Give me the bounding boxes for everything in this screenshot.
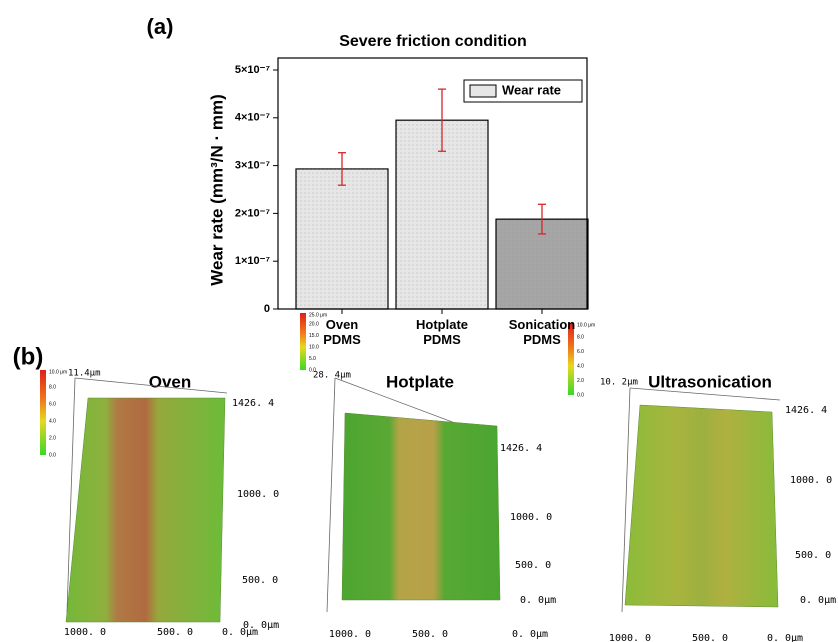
axis-tick-label: 1000. 0 (609, 633, 651, 642)
axis-tick-label: 0. 0μm (520, 595, 556, 606)
axis-tick-label: 500. 0 (692, 633, 728, 642)
axis-tick-label: 1426. 4 (500, 443, 542, 454)
legend-label: Wear rate (502, 82, 561, 97)
y-tick-label: 1×10⁻⁷ (235, 255, 271, 267)
y-tick-label: 0 (264, 303, 270, 315)
chart-title: Severe friction condition (339, 33, 527, 50)
image-title: Hotplate (386, 372, 454, 391)
color-bar (40, 370, 46, 455)
color-bar-tick: 8.0 (49, 384, 56, 390)
color-bar-tick: 4.0 (49, 418, 56, 424)
axis-tick-label: 500. 0 (412, 629, 448, 640)
color-bar-tick: 0.0 (577, 392, 584, 398)
axis-tick-label: 1000. 0 (329, 629, 371, 640)
image-title: Oven (149, 372, 192, 391)
box-frame (74, 377, 228, 394)
axis-tick-label: 500. 0 (515, 560, 551, 571)
box-frame (621, 387, 631, 613)
axis-tick-label: 0. 0μm (243, 620, 279, 631)
axis-tick-label: 1000. 0 (64, 627, 106, 638)
axis-tick-label: 1000. 0 (510, 512, 552, 523)
box-frame (629, 387, 781, 401)
color-bar (300, 313, 306, 370)
surface (624, 404, 779, 608)
color-bar-max: 10.0 μm (49, 369, 67, 375)
box-frame (326, 377, 336, 613)
surface (341, 412, 501, 601)
color-bar-tick: 0.0 (49, 452, 56, 458)
axis-tick-label: 1000. 0 (790, 475, 832, 486)
color-bar-max: 25.0 μm (309, 312, 327, 318)
axis-tick-label: 0. 0μm (800, 595, 836, 606)
color-bar-tick: 4.0 (577, 364, 584, 370)
x-tick-label: Oven PDMS (323, 317, 361, 347)
legend-swatch (469, 84, 497, 98)
color-bar (568, 323, 574, 395)
color-bar-tick: 2.0 (577, 378, 584, 384)
color-bar-tick: 6.0 (577, 349, 584, 355)
y-tick-label: 5×10⁻⁷ (235, 64, 271, 76)
color-bar-tick: 10.0 (309, 345, 319, 351)
z-max-label: 28. 4μm (313, 371, 351, 381)
x-tick-label: Sonication PDMS (508, 317, 576, 347)
axis-tick-label: 0. 0μm (222, 627, 258, 638)
y-axis-label: Wear rate (mm³/N · mm) (207, 94, 226, 285)
axis-tick-label: 500. 0 (242, 575, 278, 586)
y-tick-label: 2×10⁻⁷ (235, 207, 271, 219)
bar-texture (296, 168, 388, 309)
axis-tick-label: 500. 0 (795, 550, 831, 561)
color-bar-tick: 20.0 (309, 322, 319, 328)
color-bar-tick: 2.0 (49, 435, 56, 441)
z-max-label: 11.4μm (68, 369, 101, 379)
y-tick-label: 4×10⁻⁷ (235, 112, 271, 124)
axis-tick-label: 0. 0μm (512, 629, 548, 640)
color-bar-tick: 6.0 (49, 401, 56, 407)
z-max-label: 10. 2μm (600, 378, 638, 388)
box-frame (66, 377, 76, 613)
axis-tick-label: 0. 0μm (767, 633, 803, 642)
color-bar-tick: 5.0 (309, 356, 316, 362)
panel-label: (a) (147, 14, 174, 39)
axis-tick-label: 1426. 4 (785, 405, 827, 416)
surface (65, 397, 226, 623)
color-bar-tick: 15.0 (309, 333, 319, 339)
x-tick-label: Hotplate PDMS (416, 317, 468, 347)
plot-frame (277, 57, 588, 310)
axis-tick-label: 500. 0 (157, 627, 193, 638)
panel-label: (b) (13, 343, 44, 370)
axis-tick-label: 1426. 4 (232, 398, 274, 409)
y-tick-label: 3×10⁻⁷ (235, 160, 271, 172)
color-bar-max: 10.0 μm (577, 322, 595, 328)
axis-tick-label: 1000. 0 (237, 489, 279, 500)
image-title: Ultrasonication (648, 372, 772, 391)
color-bar-tick: 0.0 (309, 367, 316, 373)
color-bar-tick: 8.0 (577, 335, 584, 341)
